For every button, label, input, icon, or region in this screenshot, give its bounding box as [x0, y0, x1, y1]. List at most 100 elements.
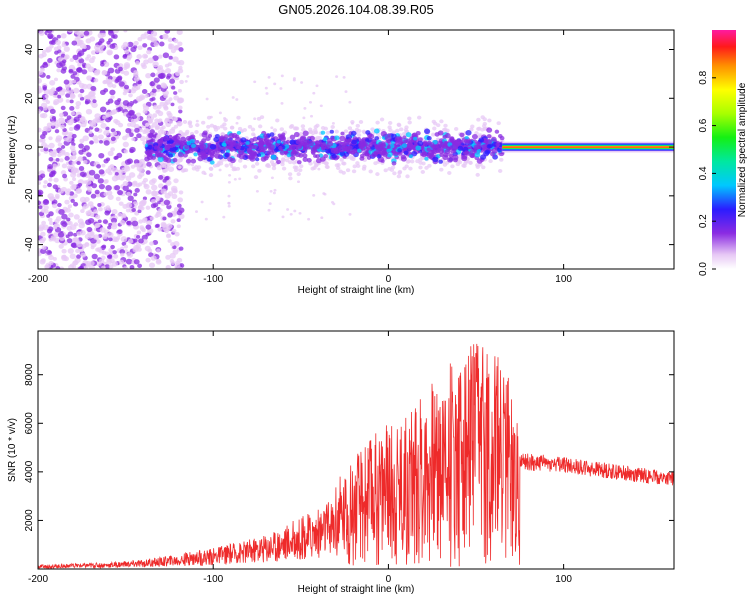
spectral-point: [97, 178, 104, 184]
spectral-point: [44, 144, 50, 149]
spectral-point: [124, 49, 130, 55]
spectral-point: [426, 147, 431, 152]
spectral-point: [476, 148, 482, 153]
spectral-point: [464, 135, 469, 140]
spectral-point: [332, 202, 336, 206]
spectral-point: [334, 129, 339, 134]
spectral-point: [73, 214, 80, 220]
spectral-point: [61, 221, 68, 228]
spectral-point: [281, 215, 285, 219]
spectral-point: [71, 264, 77, 269]
spectral-point: [299, 164, 304, 169]
spectral-point: [109, 89, 116, 96]
spectral-point: [110, 147, 115, 152]
spectral-point: [77, 182, 83, 187]
spectral-point: [79, 171, 86, 177]
spectral-point: [87, 217, 95, 224]
spectral-point: [368, 143, 373, 148]
spectral-point: [179, 79, 184, 85]
spectral-point: [131, 85, 139, 92]
spectral-point: [392, 171, 397, 176]
spectral-point: [43, 126, 48, 131]
tail-band: [502, 146, 674, 148]
snr-x-ticks: -200 -100 0 100: [28, 331, 572, 585]
spectral-point: [108, 264, 114, 269]
spectral-point: [89, 90, 96, 97]
spectral-point: [445, 128, 450, 133]
spectral-point: [229, 147, 235, 152]
spectral-point: [270, 154, 277, 160]
spectral-point: [63, 256, 69, 262]
spectral-point: [251, 132, 256, 137]
spectral-point: [67, 204, 73, 209]
spectral-point: [442, 162, 448, 167]
spectral-point: [136, 133, 142, 139]
y-tick-label: 40: [24, 44, 35, 56]
spectral-point: [306, 158, 312, 163]
spectral-point: [323, 192, 327, 196]
spectral-point: [65, 88, 70, 93]
spectral-point: [310, 166, 315, 171]
spectral-point: [293, 126, 299, 131]
spectral-point: [442, 127, 447, 132]
spectral-point: [269, 132, 275, 137]
spectral-point: [128, 172, 136, 178]
spectral-point: [133, 123, 140, 130]
spectral-point: [214, 153, 221, 159]
spectral-point: [89, 265, 96, 269]
spectral-point: [302, 130, 309, 137]
spectral-point: [490, 151, 496, 157]
spectral-point: [396, 174, 402, 179]
spectral-point: [258, 140, 264, 145]
spectral-point: [387, 166, 392, 171]
spectral-point: [60, 68, 67, 74]
spectral-point: [107, 225, 112, 230]
spectral-point: [122, 100, 130, 106]
spectral-point: [42, 184, 47, 189]
spectral-point: [296, 172, 301, 177]
spectral-point: [465, 130, 472, 136]
spectral-point: [238, 158, 243, 163]
spectral-point: [170, 242, 175, 247]
spectral-point: [40, 148, 45, 153]
spectral-point: [292, 78, 296, 82]
spectral-point: [351, 169, 357, 174]
spectral-point: [449, 145, 455, 150]
spectral-point: [38, 77, 43, 84]
spectral-point: [408, 166, 413, 171]
spectral-point: [145, 224, 152, 230]
spectral-point: [224, 152, 230, 158]
spectral-point: [320, 126, 326, 130]
spectral-point: [320, 143, 327, 150]
spectral-point: [118, 259, 125, 265]
spectral-point: [98, 169, 105, 175]
spectral-point: [115, 76, 122, 83]
spectral-point: [142, 196, 147, 201]
spectral-point: [201, 120, 206, 125]
spectral-point: [166, 73, 172, 78]
spectral-point: [352, 164, 357, 169]
spectral-point: [131, 137, 136, 142]
spectral-point: [98, 139, 104, 144]
spectral-point: [72, 79, 77, 84]
spectral-point: [310, 149, 316, 154]
spectral-point: [133, 70, 139, 75]
spectral-point: [127, 238, 134, 244]
spectral-point: [126, 191, 132, 196]
spectral-point: [499, 157, 504, 162]
spectral-point: [133, 45, 138, 49]
spectral-point: [236, 130, 242, 135]
spectral-point: [42, 62, 49, 68]
spectral-point: [38, 53, 44, 59]
spectral-point: [219, 137, 225, 143]
spectral-point: [320, 216, 324, 220]
spectral-point: [134, 187, 140, 193]
spectral-point: [143, 217, 148, 222]
spectral-point: [439, 119, 444, 124]
spectral-point: [53, 231, 60, 238]
spectral-point: [152, 104, 159, 110]
spectral-point: [376, 154, 382, 159]
spectral-point: [51, 115, 57, 120]
spectral-point: [67, 248, 74, 254]
